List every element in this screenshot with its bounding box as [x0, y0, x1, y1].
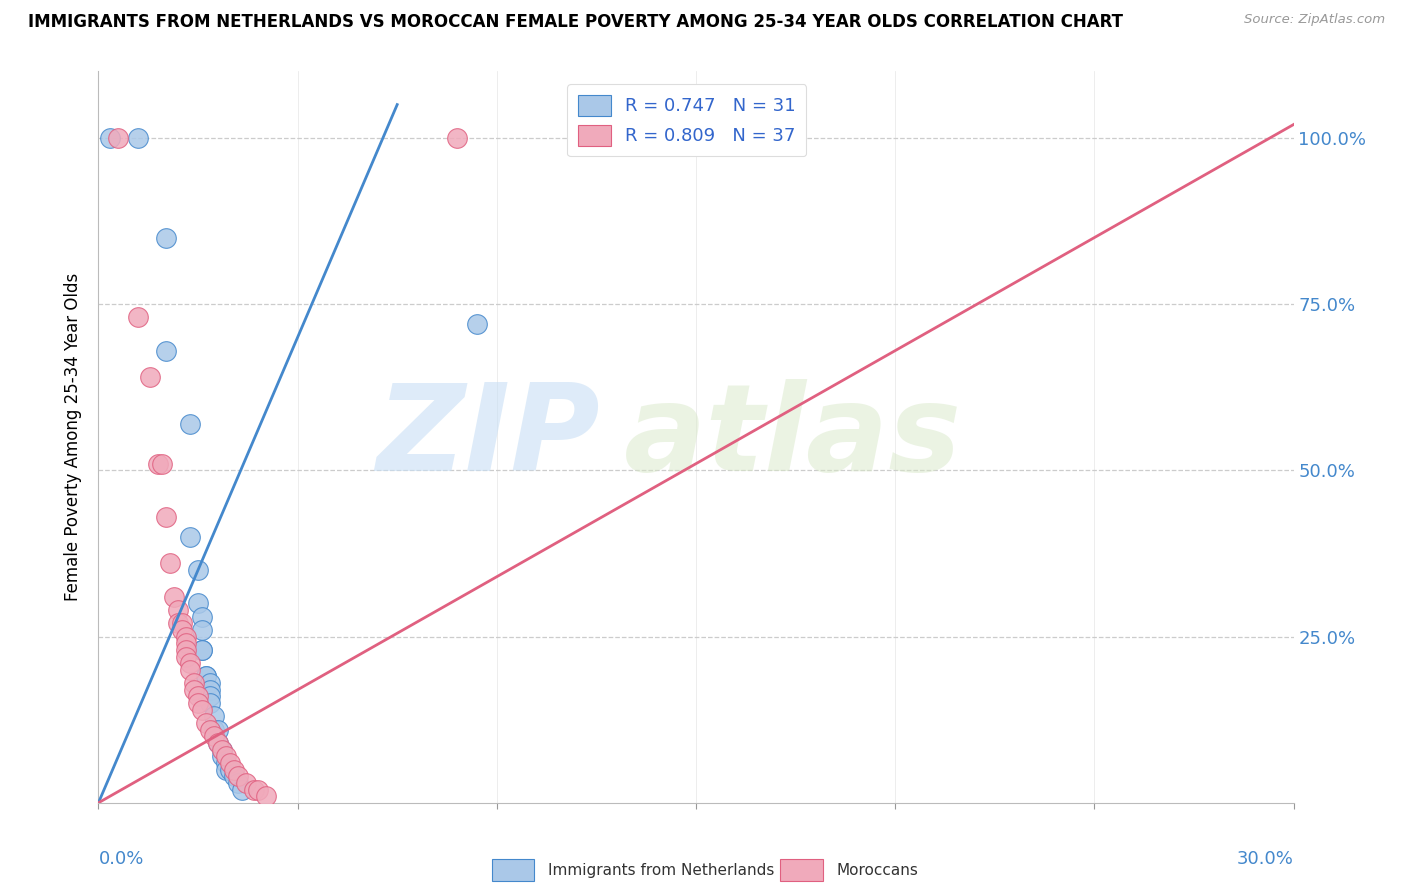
Point	[465, 317, 488, 331]
Point	[172, 616, 194, 631]
Point	[127, 310, 149, 325]
Point	[215, 763, 238, 777]
Point	[222, 769, 245, 783]
Point	[198, 676, 221, 690]
Point	[195, 669, 218, 683]
Point	[195, 716, 218, 731]
Point	[174, 636, 197, 650]
Point	[187, 696, 209, 710]
Point	[211, 742, 233, 756]
Point	[179, 417, 201, 431]
Point	[187, 596, 209, 610]
Text: Source: ZipAtlas.com: Source: ZipAtlas.com	[1244, 13, 1385, 27]
Point	[183, 676, 205, 690]
Point	[163, 590, 186, 604]
Point	[139, 370, 162, 384]
Point	[167, 603, 190, 617]
Point	[207, 736, 229, 750]
Point	[254, 789, 277, 804]
Point	[167, 616, 190, 631]
Point	[207, 736, 229, 750]
Text: Immigrants from Netherlands: Immigrants from Netherlands	[548, 863, 775, 878]
Point	[446, 131, 468, 145]
Point	[191, 609, 214, 624]
Point	[191, 703, 214, 717]
Point	[246, 782, 269, 797]
Text: 0.0%: 0.0%	[98, 850, 143, 868]
Point	[159, 557, 181, 571]
Point	[211, 749, 233, 764]
Point	[191, 643, 214, 657]
Point	[155, 509, 177, 524]
Point	[183, 682, 205, 697]
Point	[179, 663, 201, 677]
Point	[127, 131, 149, 145]
Point	[187, 563, 209, 577]
Point	[198, 682, 221, 697]
Point	[100, 131, 122, 145]
Point	[179, 656, 201, 670]
Point	[202, 709, 225, 723]
Text: IMMIGRANTS FROM NETHERLANDS VS MOROCCAN FEMALE POVERTY AMONG 25-34 YEAR OLDS COR: IMMIGRANTS FROM NETHERLANDS VS MOROCCAN …	[28, 13, 1123, 31]
Point	[202, 723, 225, 737]
Text: ZIP: ZIP	[377, 378, 600, 496]
Point	[198, 696, 221, 710]
Point	[195, 669, 218, 683]
Point	[107, 131, 129, 145]
Y-axis label: Female Poverty Among 25-34 Year Olds: Female Poverty Among 25-34 Year Olds	[65, 273, 83, 601]
Point	[187, 690, 209, 704]
Point	[219, 763, 242, 777]
Point	[215, 749, 238, 764]
Text: 30.0%: 30.0%	[1237, 850, 1294, 868]
Point	[174, 643, 197, 657]
Point	[174, 630, 197, 644]
Point	[226, 769, 249, 783]
Legend: R = 0.747   N = 31, R = 0.809   N = 37: R = 0.747 N = 31, R = 0.809 N = 37	[567, 84, 807, 156]
Point	[219, 756, 242, 770]
Point	[155, 230, 177, 244]
Point	[211, 742, 233, 756]
Text: Moroccans: Moroccans	[837, 863, 918, 878]
Point	[191, 623, 214, 637]
Point	[172, 623, 194, 637]
Point	[198, 690, 221, 704]
Point	[150, 457, 173, 471]
Text: atlas: atlas	[624, 378, 962, 496]
Point	[155, 343, 177, 358]
Point	[207, 723, 229, 737]
Point	[174, 649, 197, 664]
Point	[215, 756, 238, 770]
Point	[198, 723, 221, 737]
Point	[191, 643, 214, 657]
Point	[222, 763, 245, 777]
Point	[243, 782, 266, 797]
Point	[235, 776, 257, 790]
Point	[148, 457, 170, 471]
Point	[202, 729, 225, 743]
Point	[226, 776, 249, 790]
Point	[179, 530, 201, 544]
Point	[231, 782, 253, 797]
